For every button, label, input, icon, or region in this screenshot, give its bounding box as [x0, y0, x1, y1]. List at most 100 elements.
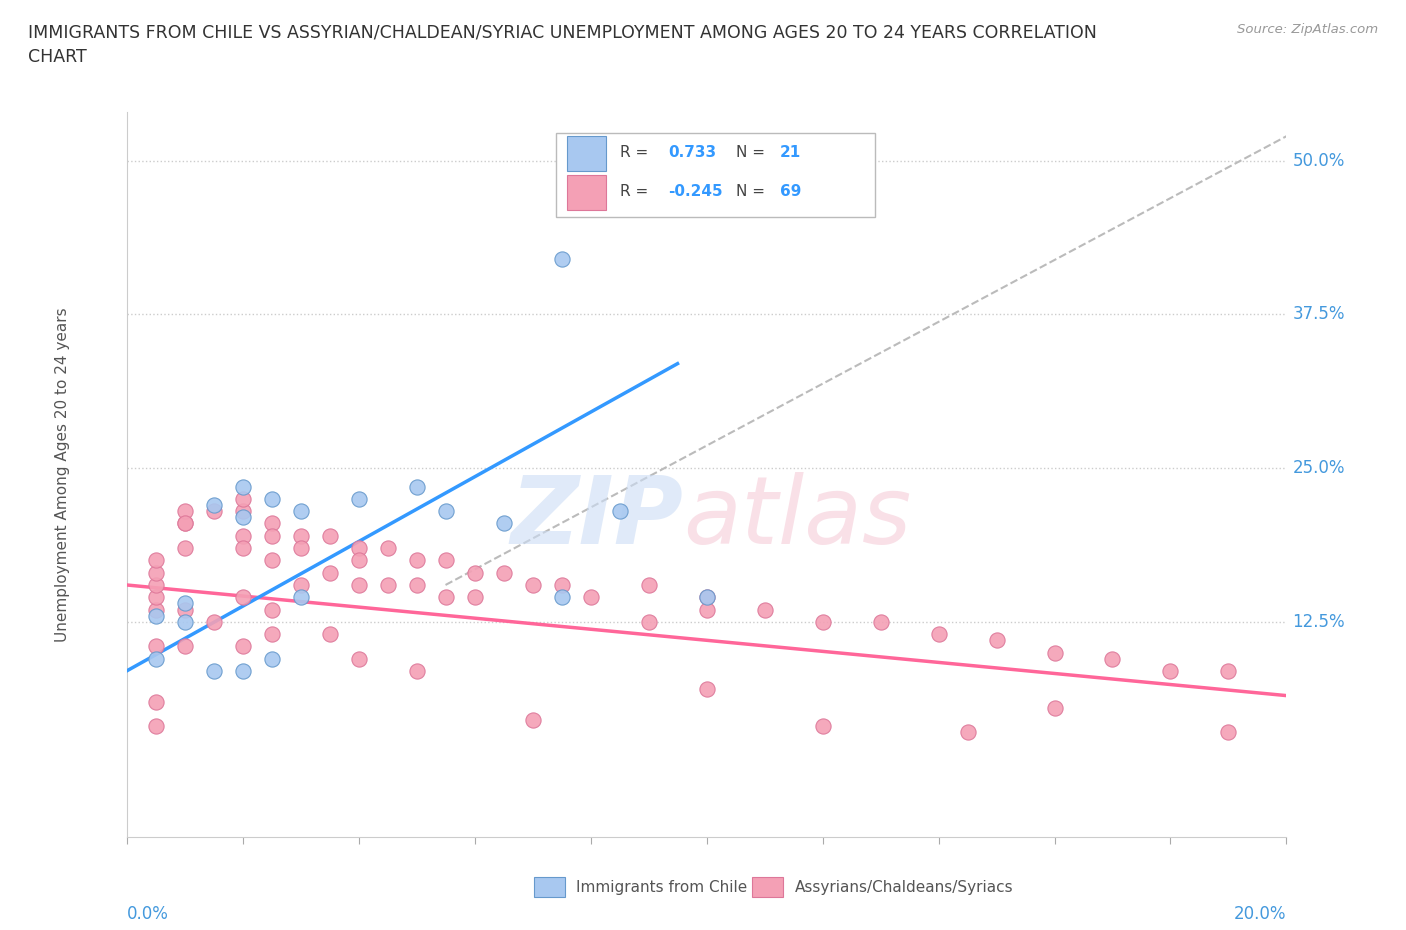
- Text: 0.733: 0.733: [668, 145, 717, 160]
- Text: 12.5%: 12.5%: [1292, 613, 1346, 631]
- Point: [609, 504, 631, 519]
- Point: [405, 578, 427, 592]
- Point: [318, 627, 340, 642]
- Point: [231, 664, 254, 679]
- Point: [522, 578, 544, 592]
- Point: [145, 590, 167, 604]
- Point: [377, 540, 399, 555]
- Point: [347, 578, 370, 592]
- Point: [173, 504, 195, 519]
- Text: 0.0%: 0.0%: [127, 905, 169, 923]
- Point: [1218, 664, 1240, 679]
- Text: R =: R =: [620, 184, 652, 199]
- FancyBboxPatch shape: [568, 175, 606, 210]
- Point: [550, 578, 572, 592]
- Point: [405, 664, 427, 679]
- Text: CHART: CHART: [28, 48, 87, 66]
- Point: [260, 528, 283, 543]
- Point: [290, 540, 312, 555]
- Point: [173, 516, 195, 531]
- Point: [173, 516, 195, 531]
- Point: [811, 615, 834, 630]
- Point: [290, 504, 312, 519]
- Point: [202, 664, 225, 679]
- Point: [347, 651, 370, 666]
- Point: [696, 590, 718, 604]
- Point: [173, 639, 195, 654]
- Point: [231, 491, 254, 506]
- Point: [347, 491, 370, 506]
- Point: [434, 553, 457, 568]
- Text: 21: 21: [779, 145, 801, 160]
- Point: [347, 540, 370, 555]
- Point: [173, 596, 195, 611]
- Point: [231, 479, 254, 494]
- Text: 69: 69: [779, 184, 801, 199]
- Text: Immigrants from Chile: Immigrants from Chile: [576, 880, 748, 895]
- Point: [260, 491, 283, 506]
- Point: [492, 516, 515, 531]
- Point: [260, 651, 283, 666]
- Point: [696, 602, 718, 617]
- Point: [145, 553, 167, 568]
- Point: [696, 590, 718, 604]
- Point: [145, 639, 167, 654]
- Point: [347, 553, 370, 568]
- Point: [405, 479, 427, 494]
- Point: [637, 615, 659, 630]
- Text: IMMIGRANTS FROM CHILE VS ASSYRIAN/CHALDEAN/SYRIAC UNEMPLOYMENT AMONG AGES 20 TO : IMMIGRANTS FROM CHILE VS ASSYRIAN/CHALDE…: [28, 23, 1097, 41]
- Point: [956, 725, 979, 740]
- Text: -0.245: -0.245: [668, 184, 723, 199]
- Point: [696, 682, 718, 697]
- Point: [754, 602, 776, 617]
- Point: [231, 540, 254, 555]
- Text: 20.0%: 20.0%: [1234, 905, 1286, 923]
- Text: R =: R =: [620, 145, 652, 160]
- FancyBboxPatch shape: [555, 133, 875, 217]
- Point: [145, 602, 167, 617]
- Point: [928, 627, 950, 642]
- FancyBboxPatch shape: [568, 136, 606, 171]
- Point: [231, 528, 254, 543]
- Point: [260, 602, 283, 617]
- Point: [811, 719, 834, 734]
- Point: [434, 590, 457, 604]
- Point: [290, 528, 312, 543]
- Point: [202, 498, 225, 512]
- Point: [550, 252, 572, 267]
- Point: [173, 540, 195, 555]
- Point: [290, 578, 312, 592]
- Text: atlas: atlas: [683, 472, 911, 564]
- Text: Unemployment Among Ages 20 to 24 years: Unemployment Among Ages 20 to 24 years: [55, 307, 70, 642]
- Point: [1043, 700, 1066, 715]
- Text: N =: N =: [735, 184, 769, 199]
- Point: [173, 602, 195, 617]
- Point: [260, 516, 283, 531]
- Point: [1218, 725, 1240, 740]
- Point: [260, 627, 283, 642]
- Point: [145, 651, 167, 666]
- Point: [492, 565, 515, 580]
- Point: [579, 590, 602, 604]
- Point: [231, 639, 254, 654]
- Point: [290, 590, 312, 604]
- Point: [464, 590, 486, 604]
- Point: [1043, 645, 1066, 660]
- Point: [1159, 664, 1181, 679]
- Point: [986, 632, 1008, 647]
- Point: [202, 615, 225, 630]
- Point: [869, 615, 891, 630]
- Point: [231, 510, 254, 525]
- Point: [260, 553, 283, 568]
- Point: [1101, 651, 1123, 666]
- Text: ZIP: ZIP: [510, 472, 683, 564]
- Point: [637, 578, 659, 592]
- Text: 25.0%: 25.0%: [1292, 459, 1344, 477]
- Point: [318, 528, 340, 543]
- Point: [464, 565, 486, 580]
- Point: [522, 712, 544, 727]
- Point: [145, 578, 167, 592]
- Text: Assyrians/Chaldeans/Syriacs: Assyrians/Chaldeans/Syriacs: [794, 880, 1012, 895]
- Point: [550, 590, 572, 604]
- Point: [145, 719, 167, 734]
